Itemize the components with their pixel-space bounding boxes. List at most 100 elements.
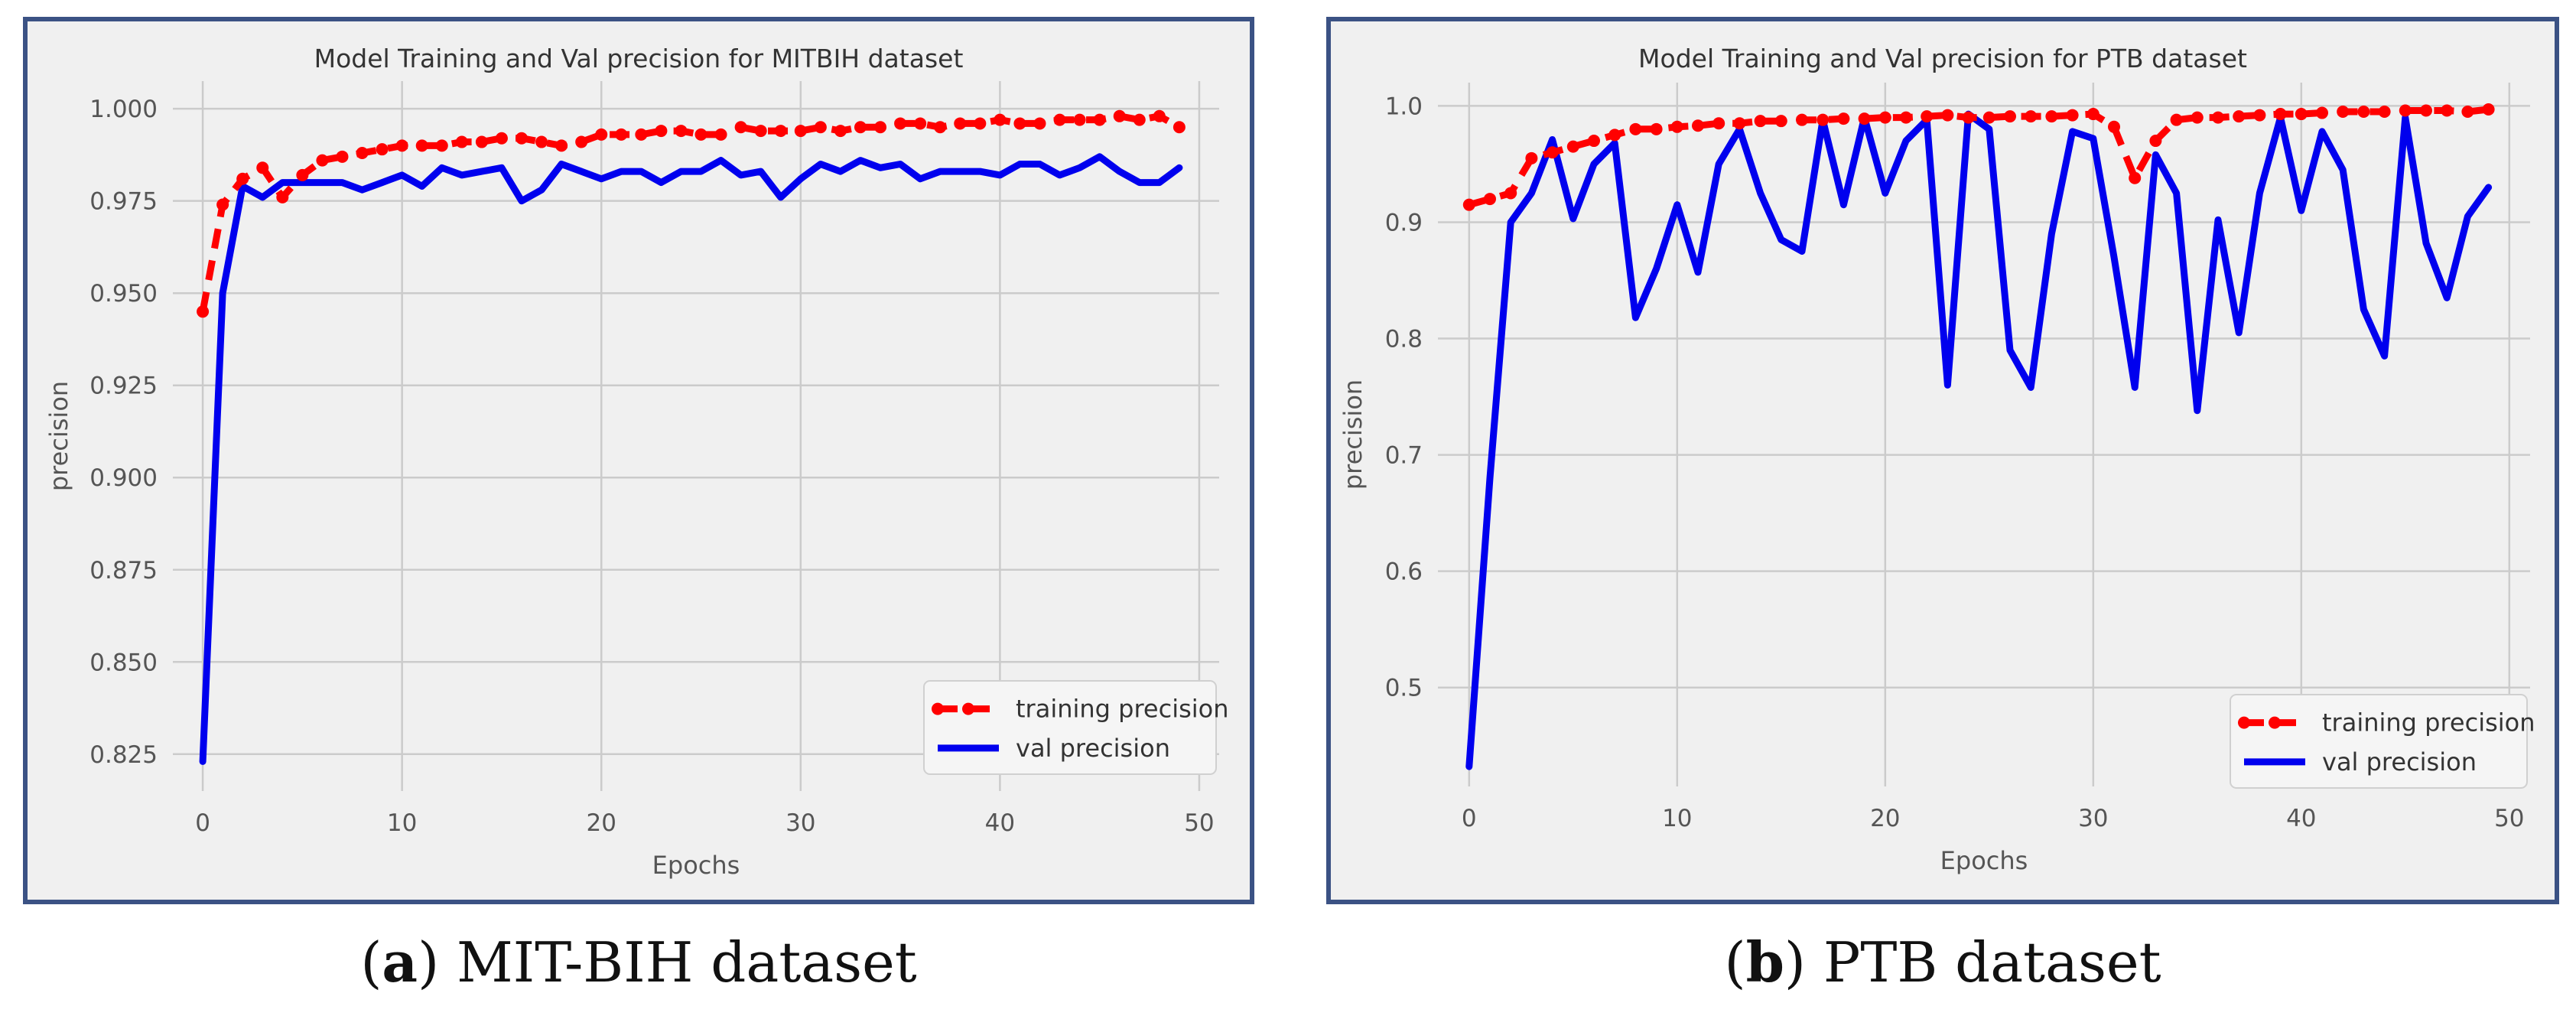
training-precision-point-25 bbox=[1982, 111, 1995, 124]
training-precision-point-9 bbox=[376, 143, 389, 156]
training-precision-point-43 bbox=[1053, 113, 1066, 126]
y-tick-label-0: 0.5 bbox=[1385, 675, 1423, 702]
y-tick-label-2: 0.7 bbox=[1385, 442, 1423, 470]
training-precision-point-19 bbox=[575, 135, 588, 148]
training-precision-point-19 bbox=[1858, 112, 1871, 125]
training-precision-point-16 bbox=[516, 132, 528, 145]
y-tick-label-5: 1.0 bbox=[1385, 93, 1423, 120]
training-precision-point-45 bbox=[2399, 104, 2412, 117]
y-axis-label: precision bbox=[44, 381, 73, 491]
legend-training-marker-mid bbox=[2269, 716, 2281, 729]
y-tick-label-4: 0.9 bbox=[1385, 209, 1423, 236]
training-precision-point-21 bbox=[615, 128, 628, 141]
training-precision-point-42 bbox=[2337, 106, 2350, 119]
y-tick-label-7: 1.000 bbox=[89, 96, 158, 123]
training-precision-point-27 bbox=[2025, 110, 2038, 123]
training-precision-point-39 bbox=[2274, 108, 2287, 121]
training-precision-point-32 bbox=[834, 125, 847, 138]
x-tick-label-30: 30 bbox=[2078, 805, 2108, 832]
x-tick-label-0: 0 bbox=[195, 809, 210, 837]
x-tick-label-50: 50 bbox=[2494, 805, 2524, 832]
training-precision-point-20 bbox=[595, 128, 608, 141]
training-precision-point-7 bbox=[1608, 129, 1621, 142]
training-precision-point-13 bbox=[455, 135, 468, 148]
training-precision-point-17 bbox=[1817, 113, 1830, 126]
training-precision-point-12 bbox=[1712, 117, 1725, 130]
legend-val-label: val precision bbox=[1016, 734, 1170, 763]
training-precision-point-10 bbox=[1670, 120, 1683, 133]
y-tick-label-0: 0.825 bbox=[89, 741, 158, 769]
training-precision-point-36 bbox=[914, 117, 927, 130]
training-precision-point-4 bbox=[276, 190, 289, 203]
training-precision-point-24 bbox=[675, 125, 688, 138]
training-precision-point-29 bbox=[774, 125, 787, 138]
y-tick-label-4: 0.925 bbox=[89, 373, 158, 400]
x-tick-label-20: 20 bbox=[1870, 805, 1900, 832]
training-precision-point-41 bbox=[1013, 117, 1026, 130]
training-precision-point-0 bbox=[197, 305, 210, 318]
training-precision-point-34 bbox=[874, 121, 887, 134]
x-axis-label: Epochs bbox=[652, 851, 740, 880]
training-precision-point-48 bbox=[2461, 106, 2474, 119]
precision-chart-mitbih: Model Training and Val precision for MIT… bbox=[28, 21, 1250, 900]
val-precision-line bbox=[1465, 110, 2493, 770]
training-precision-point-13 bbox=[1733, 117, 1746, 130]
training-precision-point-6 bbox=[316, 154, 329, 167]
val-precision-line bbox=[199, 153, 1183, 765]
x-tick-label-40: 40 bbox=[985, 809, 1015, 837]
training-precision-point-35 bbox=[2191, 111, 2204, 124]
training-precision-point-5 bbox=[296, 168, 309, 181]
training-precision-point-32 bbox=[2129, 171, 2142, 184]
training-precision-point-33 bbox=[854, 121, 867, 134]
training-precision-point-41 bbox=[2316, 106, 2328, 119]
x-tick-label-50: 50 bbox=[1184, 809, 1214, 837]
training-precision-point-25 bbox=[694, 128, 707, 141]
training-precision-point-34 bbox=[2170, 113, 2183, 126]
training-precision-point-43 bbox=[2357, 106, 2370, 119]
training-precision-point-44 bbox=[1073, 113, 1086, 126]
x-axis-label: Epochs bbox=[1940, 846, 2028, 875]
training-precision-point-10 bbox=[395, 139, 408, 152]
caption-mitbih: (a) MIT-BIH dataset bbox=[360, 929, 917, 995]
y-tick-label-1: 0.850 bbox=[89, 649, 158, 676]
training-precision-point-29 bbox=[2066, 109, 2079, 122]
y-tick-label-5: 0.950 bbox=[89, 280, 158, 308]
chart-title: Model Training and Val precision for PTB… bbox=[1638, 44, 2247, 73]
training-precision-point-20 bbox=[1878, 111, 1891, 124]
training-precision-point-36 bbox=[2212, 111, 2224, 124]
x-tick-label-20: 20 bbox=[587, 809, 616, 837]
y-tick-label-2: 0.875 bbox=[89, 557, 158, 584]
training-precision-point-49 bbox=[2482, 103, 2495, 116]
training-precision-point-1 bbox=[216, 198, 229, 211]
training-precision-point-14 bbox=[1754, 115, 1767, 128]
x-tick-label-0: 0 bbox=[1462, 805, 1477, 832]
training-precision-point-46 bbox=[2420, 104, 2432, 117]
training-precision-point-8 bbox=[356, 147, 369, 160]
training-precision-point-40 bbox=[994, 113, 1007, 126]
training-precision-point-26 bbox=[2004, 110, 2016, 123]
training-precision-point-1 bbox=[1484, 193, 1496, 206]
training-precision-point-48 bbox=[1153, 109, 1166, 122]
legend-training-marker-mid bbox=[962, 702, 974, 715]
x-tick-label-40: 40 bbox=[2286, 805, 2316, 832]
training-precision-point-28 bbox=[754, 125, 767, 138]
training-precision-point-33 bbox=[2149, 135, 2162, 148]
caption-ptb: (b) PTB dataset bbox=[1724, 929, 2161, 995]
training-precision-point-23 bbox=[655, 125, 668, 138]
training-precision-point-2 bbox=[1504, 187, 1517, 200]
x-tick-label-10: 10 bbox=[1662, 805, 1692, 832]
training-precision-point-46 bbox=[1113, 109, 1126, 122]
y-tick-label-3: 0.8 bbox=[1385, 326, 1423, 353]
training-precision-point-39 bbox=[974, 117, 987, 130]
legend-training-marker-left bbox=[932, 702, 944, 715]
y-tick-label-3: 0.900 bbox=[89, 464, 158, 492]
precision-chart-ptb: Model Training and Val precision for PTB… bbox=[1331, 21, 2555, 900]
training-precision-point-22 bbox=[635, 128, 648, 141]
caption-letter-b: b bbox=[1745, 929, 1784, 995]
legend-val-label: val precision bbox=[2322, 747, 2477, 776]
training-precision-point-37 bbox=[934, 121, 947, 134]
y-tick-label-1: 0.6 bbox=[1385, 558, 1423, 586]
training-precision-point-38 bbox=[2253, 109, 2266, 122]
training-precision-point-37 bbox=[2233, 110, 2246, 123]
chart-panel-ptb: Model Training and Val precision for PTB… bbox=[1326, 17, 2559, 904]
